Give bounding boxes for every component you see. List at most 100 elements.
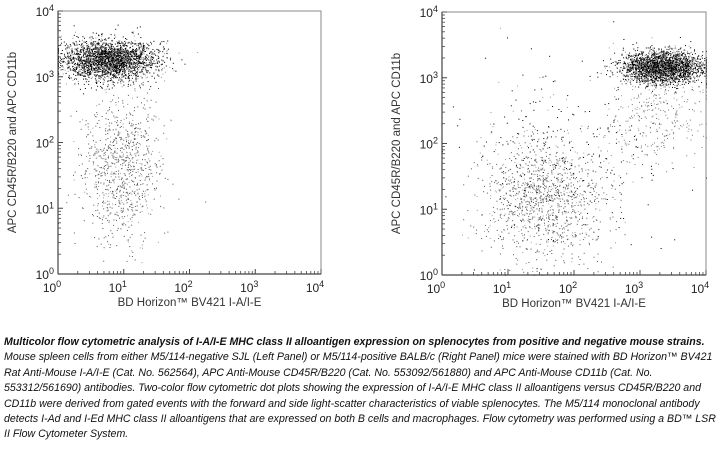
- data-point: [90, 196, 91, 198]
- data-point: [85, 61, 87, 63]
- data-point: [130, 141, 132, 143]
- data-point: [92, 32, 94, 34]
- data-point: [83, 56, 85, 58]
- data-point: [170, 120, 172, 122]
- data-point: [115, 150, 117, 152]
- data-point: [131, 65, 133, 67]
- data-point: [663, 75, 665, 77]
- data-point: [121, 41, 123, 43]
- data-point: [162, 60, 164, 62]
- data-point: [113, 141, 114, 143]
- data-point: [127, 60, 129, 62]
- data-point: [135, 55, 137, 57]
- data-point: [87, 126, 89, 128]
- data-point: [132, 53, 134, 55]
- data-point: [109, 128, 111, 130]
- data-point: [110, 79, 112, 81]
- data-point: [92, 57, 94, 59]
- data-point: [662, 72, 664, 74]
- data-point: [703, 64, 705, 66]
- data-point: [111, 162, 113, 164]
- data-point: [660, 88, 662, 90]
- data-point: [119, 132, 121, 134]
- data-point: [131, 31, 133, 33]
- data-point: [120, 54, 122, 55]
- data-point: [137, 43, 139, 45]
- data-point: [113, 57, 114, 59]
- data-point: [125, 65, 127, 67]
- data-point: [107, 189, 109, 191]
- data-point: [686, 58, 688, 60]
- data-point: [136, 75, 138, 77]
- data-point: [92, 214, 93, 215]
- data-point: [103, 81, 105, 83]
- data-point: [677, 83, 679, 85]
- data-point: [156, 187, 157, 189]
- data-point: [128, 59, 130, 61]
- data-point: [132, 55, 133, 57]
- data-point: [123, 76, 125, 78]
- data-point: [114, 152, 116, 154]
- data-point: [689, 52, 691, 54]
- data-point: [91, 65, 93, 67]
- y-tick-label: 104: [36, 3, 54, 19]
- data-point: [116, 55, 118, 57]
- data-point: [87, 48, 89, 50]
- data-point: [103, 194, 105, 196]
- data-point: [136, 61, 138, 63]
- data-point: [93, 69, 95, 71]
- data-point: [102, 46, 104, 48]
- data-point: [105, 73, 107, 75]
- data-point: [94, 68, 96, 70]
- data-point: [99, 195, 100, 197]
- data-point: [669, 71, 671, 73]
- data-point: [113, 162, 115, 164]
- data-point: [144, 65, 146, 66]
- data-point: [142, 58, 144, 60]
- data-point: [118, 42, 120, 44]
- data-point: [95, 47, 97, 49]
- data-point: [85, 156, 87, 157]
- data-point: [149, 59, 151, 61]
- data-point: [83, 220, 85, 222]
- data-point: [92, 62, 94, 64]
- data-point: [118, 205, 120, 207]
- data-point: [115, 77, 117, 79]
- data-point: [119, 65, 121, 67]
- data-point: [688, 66, 690, 67]
- data-point: [133, 110, 135, 112]
- data-point: [84, 75, 86, 77]
- data-point: [147, 44, 149, 46]
- data-point: [66, 202, 68, 204]
- data-point: [101, 62, 103, 64]
- data-point: [77, 51, 79, 53]
- data-point: [89, 66, 90, 68]
- data-point: [135, 127, 137, 129]
- data-point: [112, 48, 114, 50]
- data-point: [140, 62, 142, 64]
- data-point: [122, 210, 124, 212]
- data-point: [683, 70, 685, 72]
- data-point: [645, 57, 647, 59]
- y-tick-label: 100: [36, 266, 54, 282]
- data-point: [129, 75, 130, 76]
- data-point: [688, 56, 690, 58]
- data-point: [628, 71, 630, 73]
- data-point: [116, 211, 118, 213]
- data-point: [134, 40, 136, 42]
- data-point: [668, 57, 670, 59]
- data-point: [120, 228, 122, 230]
- data-point: [140, 168, 142, 170]
- data-point: [100, 82, 101, 83]
- data-point: [113, 180, 115, 182]
- data-point: [123, 50, 125, 52]
- data-point: [86, 136, 87, 138]
- data-point: [688, 68, 690, 70]
- data-point: [630, 76, 632, 78]
- data-point: [641, 61, 643, 63]
- data-point: [98, 51, 100, 53]
- data-point: [681, 59, 683, 61]
- data-point: [75, 41, 77, 43]
- data-point: [87, 123, 89, 125]
- data-point: [125, 65, 127, 66]
